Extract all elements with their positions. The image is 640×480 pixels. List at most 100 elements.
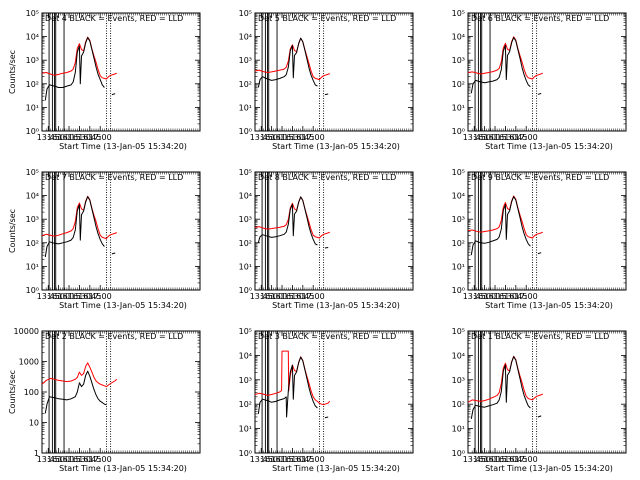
events-series-line [324, 416, 329, 419]
series-group [255, 350, 331, 419]
y-tick-label: 10⁰ [239, 127, 252, 136]
y-tick-label: 10³ [452, 215, 465, 224]
y-tick-label: 10³ [26, 215, 39, 224]
events-series-line [537, 415, 542, 418]
y-tick-label: 10⁴ [452, 351, 465, 360]
events-series-line [257, 37, 318, 88]
y-tick-label: 10² [452, 400, 465, 409]
x-tick-label: 16:30 [494, 455, 517, 464]
chart-panel: 10⁰ 10¹ 10² 10³ 10⁴ 10⁵ 13:4516:0016:1516:3016… [452, 327, 627, 473]
events-series-line [44, 370, 107, 414]
x-tick-label: 16:45 [291, 133, 314, 142]
chart-panel: 1 10 100 1000 10000 13:4516:0016:1516:3016:45… [8, 327, 201, 473]
y-tick-label: 10⁴ [239, 33, 252, 42]
y-tick-label: 10⁴ [239, 351, 252, 360]
x-tick-label: 16:00 [473, 292, 496, 301]
y-tick-label: 10² [452, 80, 465, 89]
y-tick-label: 10⁵ [26, 9, 39, 18]
series-group [255, 196, 330, 249]
y-tick-label: 100 [24, 388, 39, 397]
series-group [468, 355, 543, 419]
x-tick-label: 16:00 [473, 455, 496, 464]
events-series-line [470, 356, 531, 419]
series-group [42, 36, 117, 101]
y-tick-label: 10³ [26, 56, 39, 65]
y-tick-label: 10² [452, 239, 465, 248]
series-group [468, 36, 543, 95]
chart-panel: 10⁰ 10¹ 10² 10³ 10⁴ 10⁵ 13:4516:0016:1516:3016… [239, 168, 414, 310]
y-tick-label: 10000 [14, 327, 39, 336]
y-tick-label: 10⁰ [26, 286, 39, 295]
x-tick-label: 16:45 [78, 455, 101, 464]
y-tick-label: 10² [26, 80, 39, 89]
x-tick-label: 17:00 [302, 133, 325, 142]
x-axis-label: Start Time (13-Jan-05 15:34:20) [272, 464, 400, 473]
x-tick-label: 13:45 [250, 133, 273, 142]
events-series-line [537, 252, 542, 255]
y-tick-label: 10² [239, 239, 252, 248]
y-tick-label: 10⁴ [452, 33, 465, 42]
x-axis-label: Start Time (13-Jan-05 15:34:20) [272, 301, 400, 310]
chart-title: Det 5 BLACK = Events, RED = LLD [258, 14, 396, 23]
x-tick-label: 16:30 [68, 133, 91, 142]
events-series-line [324, 93, 329, 96]
x-tick-label: 16:45 [78, 133, 101, 142]
x-tick-label: 16:00 [473, 133, 496, 142]
events-series-line [44, 37, 105, 101]
x-tick-label: 16:45 [504, 133, 527, 142]
series-group [42, 362, 118, 414]
x-axis-label: Start Time (13-Jan-05 15:34:20) [59, 142, 187, 151]
events-series-line [470, 37, 531, 94]
y-tick-label: 1000 [19, 358, 39, 367]
x-tick-label: 17:00 [302, 292, 325, 301]
series-group [468, 195, 543, 256]
y-axis-label: Counts/sec [8, 50, 17, 94]
x-axis-label: Start Time (13-Jan-05 15:34:20) [59, 464, 187, 473]
y-tick-label: 10⁵ [239, 168, 252, 177]
y-tick-label: 10¹ [452, 103, 465, 112]
plot-frame [254, 12, 414, 132]
y-tick-label: 10³ [239, 56, 252, 65]
y-tick-label: 10⁵ [452, 9, 465, 18]
chart-panel: 10⁰ 10¹ 10² 10³ 10⁴ 10⁵ 13:4516:0016:1516:3016… [239, 327, 414, 473]
x-tick-label: 16:30 [494, 292, 517, 301]
events-series-line [324, 247, 329, 249]
chart-title: Det 3 BLACK = Events, RED = LLD [258, 332, 396, 341]
y-tick-label: 10⁴ [26, 192, 39, 201]
y-tick-label: 10³ [239, 215, 252, 224]
chart-title: Det 4 BLACK = Events, RED = LLD [45, 14, 183, 23]
x-tick-label: 16:30 [494, 133, 517, 142]
chart-title: Det 6 BLACK = Events, RED = LLD [471, 14, 609, 23]
x-tick-label: 13:45 [463, 133, 486, 142]
x-tick-label: 13:45 [250, 292, 273, 301]
x-tick-label: 16:45 [78, 292, 101, 301]
y-tick-label: 10⁴ [26, 33, 39, 42]
y-tick-label: 10⁵ [239, 9, 252, 18]
x-axis-label: Start Time (13-Jan-05 15:34:20) [59, 301, 187, 310]
x-tick-label: 16:30 [68, 455, 91, 464]
y-tick-label: 10¹ [26, 103, 39, 112]
x-tick-label: 16:00 [47, 455, 70, 464]
x-tick-label: 16:15 [483, 455, 506, 464]
x-axis-label: Start Time (13-Jan-05 15:34:20) [485, 142, 613, 151]
x-axis-label: Start Time (13-Jan-05 15:34:20) [485, 464, 613, 473]
events-series-line [111, 93, 116, 96]
y-tick-label: 10⁴ [239, 192, 252, 201]
chart-panel: 10⁰ 10¹ 10² 10³ 10⁴ 10⁵ 13:4516:0016:1516:3016… [452, 168, 627, 310]
y-tick-label: 10³ [239, 376, 252, 385]
y-tick-label: 10¹ [452, 425, 465, 434]
y-tick-label: 10⁵ [452, 327, 465, 336]
y-tick-label: 10¹ [239, 425, 252, 434]
chart-title: Det 1 BLACK = Events, RED = LLD [471, 332, 609, 341]
y-tick-label: 10³ [452, 56, 465, 65]
x-tick-label: 16:00 [47, 292, 70, 301]
y-tick-label: 10⁰ [452, 127, 465, 136]
plot-frame [254, 171, 414, 291]
plot-frame [467, 330, 627, 454]
chart-panel: 10⁰ 10¹ 10² 10³ 10⁴ 10⁵ 13:4516:0016:1516:3016… [8, 168, 201, 310]
x-tick-label: 16:15 [57, 133, 80, 142]
y-tick-label: 10² [239, 400, 252, 409]
x-tick-label: 17:00 [515, 455, 538, 464]
events-series-line [111, 252, 116, 255]
